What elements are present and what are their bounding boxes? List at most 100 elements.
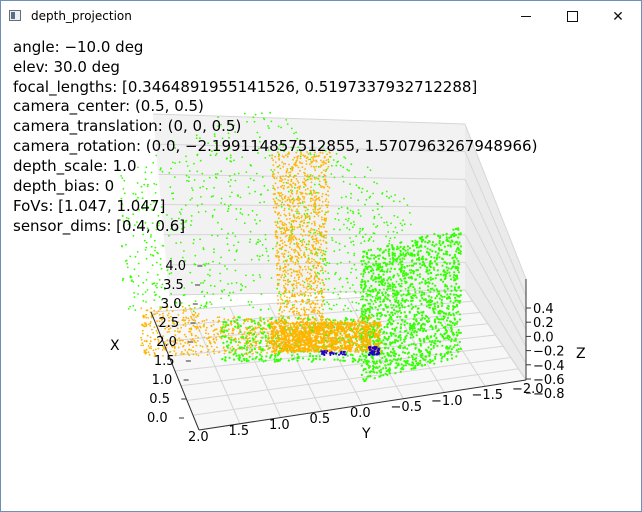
point [210,345,213,348]
point [200,350,202,353]
point [284,222,286,225]
minimize-button[interactable] [503,1,549,32]
point [411,259,414,262]
point [310,360,313,363]
point [211,234,213,237]
point [290,241,293,243]
point [153,291,156,293]
title-bar[interactable]: depth_projection ✕ [1,1,641,32]
point [449,241,452,244]
point [310,350,313,352]
point [427,277,430,280]
plot-canvas[interactable]: 0.0 0.5 1.0 1.5 2.0 2.5 3.0 3.5 4.0 2.0 1.5 1.0 0.5… [1,32,641,511]
point [363,314,366,317]
point [408,264,411,267]
point [307,260,309,263]
point [453,271,456,274]
point [278,259,281,261]
point [400,323,403,326]
point [149,322,152,325]
point [187,180,190,183]
point [301,280,304,282]
point [311,252,314,255]
point [443,353,446,356]
point [300,244,303,247]
point [376,264,379,267]
point [376,225,379,227]
point [303,213,306,216]
point [146,289,149,291]
point [314,211,316,214]
point [151,208,154,211]
point [373,377,376,380]
point [376,314,379,317]
close-button[interactable]: ✕ [595,1,641,32]
point [154,353,156,356]
point [339,277,342,279]
point [287,269,289,272]
point [350,241,352,244]
point [279,237,282,239]
point [308,243,310,246]
point [338,297,341,299]
point [247,318,250,320]
point [182,221,185,224]
point [360,321,363,324]
point [323,284,325,286]
point [388,321,391,324]
maximize-button[interactable] [549,1,595,32]
point [448,324,451,327]
point [172,197,175,200]
point [365,255,368,258]
point [297,273,300,276]
point [391,313,394,317]
point [440,357,443,360]
point [245,326,247,329]
point [184,325,187,327]
point [307,308,310,311]
point [284,263,286,266]
point [412,244,415,247]
point [421,255,424,258]
point [145,209,148,212]
point [403,223,406,226]
point [288,290,291,292]
point [233,358,236,361]
point [258,258,260,261]
point [210,324,213,327]
point [309,153,312,156]
point [318,175,320,177]
point [442,270,445,273]
point [350,197,352,199]
point [364,379,367,382]
point [202,247,205,249]
point [287,251,290,254]
point [255,342,258,345]
point [194,311,197,314]
point [281,155,284,157]
point [259,327,263,330]
point [323,174,326,177]
point [310,294,312,297]
point [174,147,177,149]
point [344,245,346,248]
point [290,220,293,223]
point [230,336,233,338]
3d-scatter-plot[interactable]: 0.00.51.01.52.02.53.03.54.0 2.0 1.5 1.0 0.5… [1,32,641,511]
point [397,346,400,349]
point [241,337,243,340]
point [121,177,124,180]
point [372,269,375,272]
point [353,290,356,293]
point [427,272,430,275]
point [314,253,316,256]
point [326,167,329,170]
point [280,314,283,317]
point [392,332,395,335]
point [274,355,277,358]
point [145,316,148,319]
point [325,198,328,201]
point [368,257,371,260]
point [341,285,344,288]
point [345,351,348,354]
